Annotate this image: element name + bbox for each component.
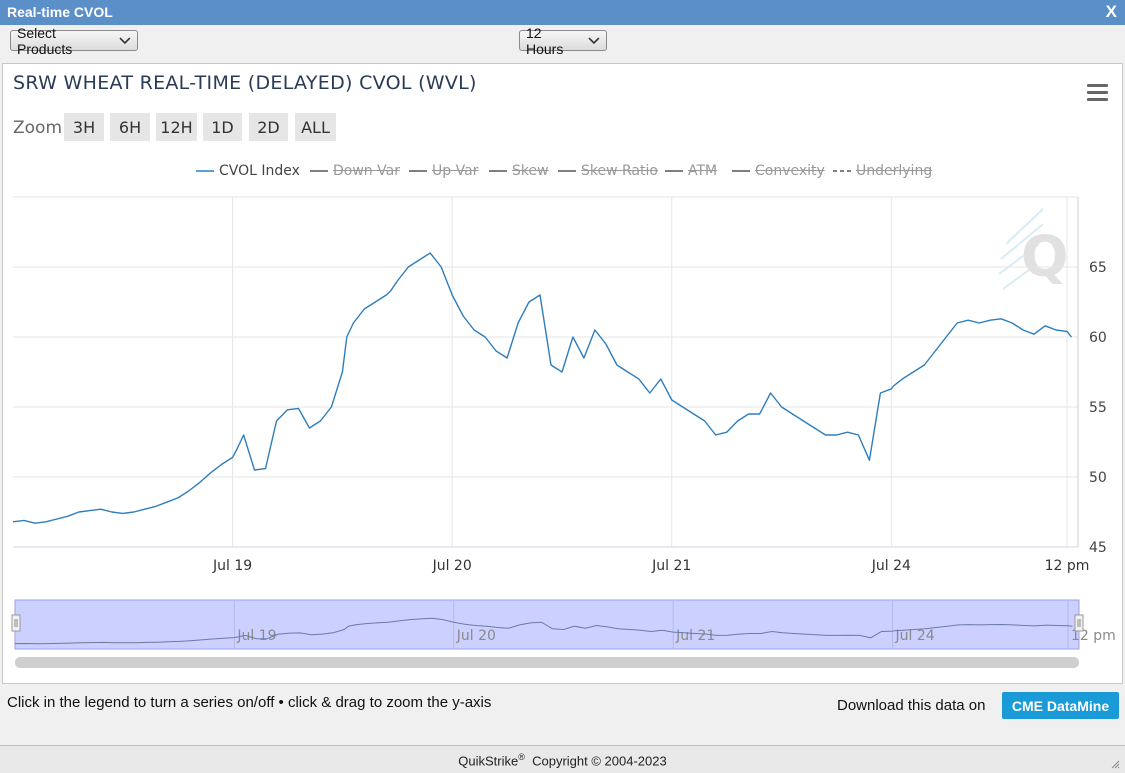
- navigator-tick-label: 12 pm: [1071, 628, 1116, 644]
- zoom-6h-button[interactable]: 6H: [110, 113, 150, 141]
- download-label: Download this data on: [837, 697, 986, 714]
- legend-label: Down Var: [333, 163, 400, 179]
- copyright-text: Copyright © 2004-2023: [532, 753, 667, 769]
- close-button[interactable]: X: [1105, 2, 1117, 21]
- select-products-dropdown[interactable]: Select Products: [10, 25, 138, 57]
- copyright-bar: QuikStrike® Copyright © 2004-2023: [0, 745, 1125, 773]
- legend-atm[interactable]: ATM: [665, 163, 717, 179]
- zoom-3h-button[interactable]: 3H: [64, 113, 104, 141]
- legend-underlying[interactable]: Underlying: [833, 163, 932, 179]
- legend-label: Underlying: [856, 163, 933, 179]
- y-tick-label: 55: [1089, 400, 1107, 416]
- legend-up-var[interactable]: Up Var: [409, 163, 478, 179]
- legend-convexity[interactable]: Convexity: [732, 163, 825, 179]
- legend-line-icon: [409, 170, 427, 172]
- legend-label: Skew Ratio: [581, 163, 658, 179]
- zoom-12h-button[interactable]: 12H: [156, 113, 197, 141]
- chevron-down-icon: [588, 36, 600, 44]
- navigator-tick-label: Jul 20: [456, 628, 496, 644]
- legend-line-icon: [732, 170, 750, 172]
- legend-line-icon: [196, 170, 214, 172]
- zoom-all-button[interactable]: ALL: [295, 113, 336, 141]
- window-title: Real-time CVOL: [7, 4, 113, 20]
- y-tick-label: 60: [1089, 330, 1107, 346]
- navigator-tick-label: Jul 19: [236, 628, 276, 644]
- navigator-tick-label: Jul 24: [895, 628, 935, 644]
- legend-label: CVOL Index: [219, 163, 300, 179]
- chart-plot-area[interactable]: Q Jul 19 Jul 20 Jul 21 Jul 24 12 pm 45 50 55 60…: [3, 64, 1122, 683]
- time-range-dropdown[interactable]: 12 Hours: [519, 25, 607, 57]
- zoom-2d-button[interactable]: 2D: [249, 113, 288, 141]
- zoom-1d-button[interactable]: 1D: [203, 113, 242, 141]
- legend-label: Skew: [512, 163, 549, 179]
- window-titlebar: Real-time CVOL X: [0, 0, 1125, 25]
- legend-down-var[interactable]: Down Var: [310, 163, 400, 179]
- navigator-tick-label: Jul 21: [675, 628, 715, 644]
- select-products-label: Select Products: [17, 24, 73, 57]
- cme-datamine-button[interactable]: CME DataMine: [1002, 692, 1119, 719]
- chart-menu-icon[interactable]: [1087, 84, 1108, 101]
- chart-title: SRW WHEAT REAL-TIME (DELAYED) CVOL (WVL): [13, 72, 477, 94]
- registered-mark: ®: [518, 752, 525, 762]
- legend-line-icon: [665, 170, 683, 172]
- resize-grip-icon[interactable]: [1110, 759, 1120, 769]
- legend-label: Up Var: [432, 163, 479, 179]
- y-tick-label: 65: [1089, 260, 1107, 276]
- series-line-cvol-index[interactable]: [12, 252, 1072, 524]
- y-tick-label: 50: [1089, 470, 1107, 486]
- legend-skew-ratio[interactable]: Skew Ratio: [558, 163, 658, 179]
- svg-text:Q: Q: [1021, 225, 1069, 290]
- toolbar: Select Products 12 Hours: [0, 25, 1125, 60]
- zoom-label: Zoom: [13, 118, 63, 138]
- copyright-brand: QuikStrike: [458, 753, 519, 769]
- x-tick-label: Jul 19: [212, 558, 252, 574]
- x-tick-label: Jul 20: [432, 558, 472, 574]
- y-tick-label: 45: [1089, 540, 1107, 556]
- legend-line-icon: [310, 170, 328, 172]
- legend-cvol-index[interactable]: CVOL Index: [196, 163, 300, 179]
- x-tick-label: Jul 24: [871, 558, 911, 574]
- navigator[interactable]: Jul 19 Jul 20 Jul 21 Jul 24 12 pm: [3, 594, 1122, 674]
- chart-container: SRW WHEAT REAL-TIME (DELAYED) CVOL (WVL)…: [2, 63, 1123, 684]
- time-range-label: 12 Hours: [526, 24, 564, 57]
- chevron-down-icon: [119, 36, 131, 44]
- navigator-series-line: [14, 617, 1073, 645]
- legend-line-icon: [558, 170, 576, 172]
- legend-line-icon: [489, 170, 507, 172]
- legend-skew[interactable]: Skew: [489, 163, 549, 179]
- legend-label: Convexity: [755, 163, 825, 179]
- x-tick-label: Jul 21: [651, 558, 691, 574]
- help-note: Click in the legend to turn a series on/…: [7, 694, 492, 711]
- navigator-right-handle[interactable]: [1074, 614, 1084, 632]
- copyright: QuikStrike® Copyright © 2004-2023: [0, 752, 1125, 768]
- legend-dash-icon: [833, 170, 851, 172]
- navigator-left-handle[interactable]: [11, 614, 21, 632]
- quikstrike-watermark-icon: Q: [998, 208, 1069, 290]
- navigator-scrollbar[interactable]: [15, 657, 1079, 668]
- legend-label: ATM: [688, 163, 718, 179]
- x-tick-label: 12 pm: [1045, 558, 1090, 574]
